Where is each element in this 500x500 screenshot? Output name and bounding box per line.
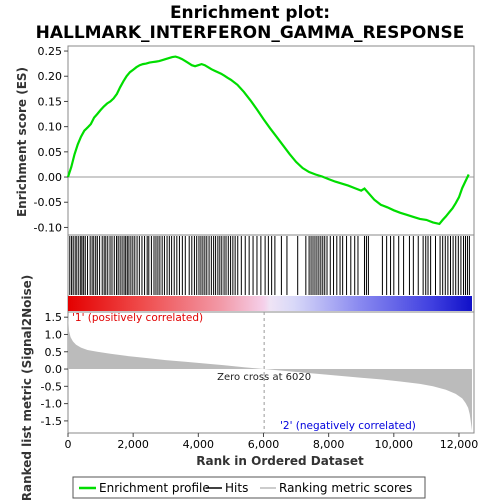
metric-y-tick-label: 0.5: [45, 346, 63, 359]
metric-y-tick-label: -1.5: [41, 415, 62, 428]
es-y-tick-label: 0.10: [38, 121, 63, 134]
x-tick-label: 2,000: [117, 438, 149, 451]
legend-label-ranking-metric: Ranking metric scores: [279, 481, 412, 495]
x-tick-label: 4,000: [183, 438, 215, 451]
x-tick-label: 0: [65, 438, 72, 451]
zero-cross-label: Zero cross at 6020: [217, 372, 311, 383]
enrichment-profile-line: [66, 55, 470, 226]
metric-y-tick-label: 1.0: [45, 328, 63, 341]
es-y-tick-label: 0.15: [38, 95, 63, 108]
ranking-metric-area: [68, 314, 472, 431]
x-axis: 0 2,000 4,000 6,000 8,000 10,000 12,000: [65, 433, 479, 451]
legend-label-enrichment-profile: Enrichment profile: [99, 481, 210, 495]
es-y-tick-label: 0.05: [38, 146, 63, 159]
x-tick-label: 8,000: [313, 438, 345, 451]
x-tick-label: 10,000: [375, 438, 414, 451]
positive-correlation-label: '1' (positively correlated): [72, 312, 203, 324]
hit-marks: [69, 236, 470, 295]
metric-y-axis-label: Ranked list metric (Signal2Noise): [20, 275, 34, 500]
es-y-tick-label: -0.10: [34, 221, 62, 234]
es-y-axis-label: Enrichment score (ES): [15, 67, 29, 217]
metric-y-axis: 1.5 1.0 0.5 0.0 -0.5 -1.0 -1.5: [41, 311, 68, 428]
x-tick-label: 6,000: [248, 438, 280, 451]
metric-y-tick-label: 1.5: [45, 311, 63, 324]
es-plot-area: [67, 45, 475, 236]
es-y-tick-label: -0.05: [34, 196, 62, 209]
metric-y-tick-label: 0.0: [45, 363, 63, 376]
es-y-tick-label: 0.20: [38, 70, 63, 83]
legend-label-hits: Hits: [225, 481, 248, 495]
legend-box: [72, 476, 426, 499]
x-axis-label: Rank in Ordered Dataset: [196, 454, 364, 468]
negative-correlation-label: '2' (negatively correlated): [280, 420, 416, 432]
es-y-axis: 0.25 0.20 0.15 0.10 0.05 0.00 -0.05 -0.10: [34, 45, 68, 234]
ranked-list-color-bar: [68, 296, 472, 311]
metric-y-tick-label: -0.5: [41, 380, 62, 393]
es-y-tick-label: 0.25: [38, 45, 63, 58]
es-y-tick-label: 0.00: [38, 171, 63, 184]
x-tick-label: 12,000: [440, 438, 479, 451]
title-line-2: HALLMARK_INTERFERON_GAMMA_RESPONSE: [36, 23, 465, 43]
title-line-1: Enrichment plot:: [170, 3, 330, 23]
metric-y-tick-label: -1.0: [41, 398, 62, 411]
